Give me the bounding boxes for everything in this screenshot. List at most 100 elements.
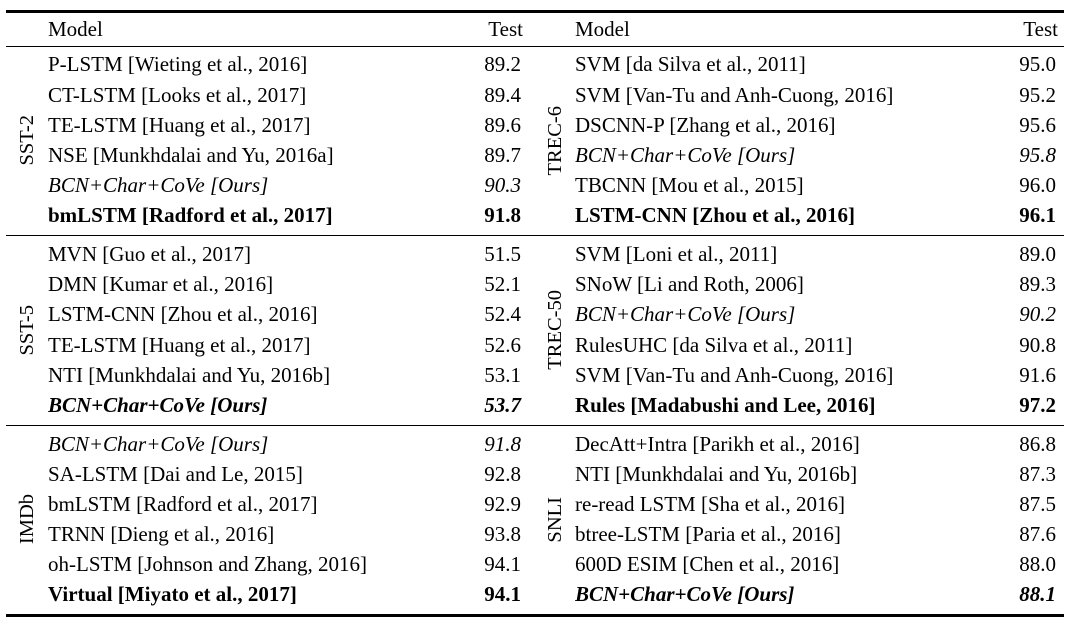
section-rows: BCN+Char+CoVe [Ours] 91.8 SA-LSTM [Dai and… — [48, 429, 535, 610]
table-rule-header — [6, 45, 1064, 47]
group-label-col: TREC-6 — [535, 50, 575, 231]
model-cell: NTI [Munkhdalai and Yu, 2016b] — [575, 461, 858, 486]
test-cell: 53.7 — [484, 392, 521, 417]
table-header-row: Model Test Model Test — [6, 13, 1064, 46]
test-cell: 87.6 — [1019, 522, 1056, 547]
table-row: TRNN [Dieng et al., 2016] 93.8 — [48, 519, 535, 549]
model-cell: BCN+Char+CoVe [Ours] — [48, 431, 269, 456]
test-cell: 51.5 — [484, 242, 521, 266]
model-cell: DMN [Kumar et al., 2016] — [48, 272, 274, 297]
table-row: re-read LSTM [Sha et al., 2016] 87.5 — [575, 489, 1064, 519]
test-cell: 92.8 — [484, 461, 521, 486]
section-rows: P-LSTM [Wieting et al., 2016] 89.2 CT-LSTM… — [48, 50, 535, 231]
table-row: SVM [Van-Tu and Anh-Cuong, 2016] 95.2 — [575, 80, 1064, 110]
section-rows: MVN [Guo et al., 2017] 51.5 DMN [Kumar et … — [48, 239, 535, 420]
section-rows: SVM [Loni et al., 2011] 89.0 SNoW [Li and … — [575, 239, 1064, 420]
test-cell: 91.8 — [484, 431, 521, 456]
table-rule-mid2 — [6, 424, 1064, 426]
test-cell: 90.2 — [1019, 302, 1056, 327]
model-cell: MVN [Guo et al., 2017] — [48, 242, 251, 266]
model-cell: SVM [da Silva et al., 2011] — [575, 52, 806, 77]
header-test-left: Test — [488, 16, 523, 41]
test-cell: 86.8 — [1019, 431, 1056, 456]
model-cell: btree-LSTM [Paria et al., 2016] — [575, 522, 841, 547]
model-cell: oh-LSTM [Johnson and Zhang, 2016] — [48, 552, 368, 577]
test-cell: 92.9 — [484, 491, 521, 516]
test-cell: 95.8 — [1019, 143, 1056, 168]
table-row: LSTM-CNN [Zhou et al., 2016] 96.1 — [575, 201, 1064, 231]
band-imdb-snli: IMDb BCN+Char+CoVe [Ours] 91.8 SA-LSTM [Da… — [6, 426, 1064, 614]
model-cell: Virtual [Miyato et al., 2017] — [48, 582, 297, 607]
group-label-snli: SNLI — [543, 496, 566, 543]
table-row: SA-LSTM [Dai and Le, 2015] 92.8 — [48, 459, 535, 489]
model-cell: SVM [Van-Tu and Anh-Cuong, 2016] — [575, 82, 894, 107]
model-cell: re-read LSTM [Sha et al., 2016] — [575, 491, 845, 516]
table-row: SNoW [Li and Roth, 2006] 89.3 — [575, 270, 1064, 300]
model-cell: BCN+Char+CoVe [Ours] — [48, 173, 269, 198]
test-cell: 89.3 — [1019, 272, 1056, 297]
model-cell: LSTM-CNN [Zhou et al., 2016] — [48, 302, 318, 327]
test-cell: 90.3 — [484, 173, 521, 198]
model-cell: NSE [Munkhdalai and Yu, 2016a] — [48, 143, 334, 168]
header-model-left: Model — [48, 16, 103, 41]
table-row: NSE [Munkhdalai and Yu, 2016a] 89.7 — [48, 140, 535, 170]
header-model-right: Model — [575, 16, 630, 41]
test-cell: 94.1 — [484, 552, 521, 577]
test-cell: 91.8 — [484, 203, 521, 228]
model-cell: RulesUHC [da Silva et al., 2011] — [575, 332, 853, 357]
test-cell: 89.0 — [1019, 242, 1056, 266]
test-cell: 93.8 — [484, 522, 521, 547]
header-left-half: Model Test — [6, 17, 535, 42]
group-label-col: IMDb — [6, 429, 48, 610]
test-cell: 89.7 — [484, 143, 521, 168]
table-row: BCN+Char+CoVe [Ours] 95.8 — [575, 140, 1064, 170]
table-row: Virtual [Miyato et al., 2017] 94.1 — [48, 580, 535, 610]
table-row: bmLSTM [Radford et al., 2017] 91.8 — [48, 201, 535, 231]
section-sst5: SST-5 MVN [Guo et al., 2017] 51.5 DMN [Kum… — [6, 239, 535, 420]
results-table: Model Test Model Test SST-2 P-LSTM [Wiet… — [6, 10, 1064, 617]
table-rule-top — [6, 10, 1064, 13]
test-cell: 89.4 — [484, 82, 521, 107]
table-row: TE-LSTM [Huang et al., 2017] 52.6 — [48, 330, 535, 360]
section-rows: DecAtt+Intra [Parikh et al., 2016] 86.8 NT… — [575, 429, 1064, 610]
test-cell: 87.5 — [1019, 491, 1056, 516]
test-cell: 88.1 — [1019, 582, 1056, 607]
test-cell: 87.3 — [1019, 461, 1056, 486]
table-row: BCN+Char+CoVe [Ours] 90.3 — [48, 171, 535, 201]
model-cell: BCN+Char+CoVe [Ours] — [575, 582, 795, 607]
section-sst2: SST-2 P-LSTM [Wieting et al., 2016] 89.2 C… — [6, 50, 535, 231]
section-trec50: TREC-50 SVM [Loni et al., 2011] 89.0 SNoW … — [535, 239, 1064, 420]
test-cell: 89.2 — [484, 52, 521, 77]
model-cell: CT-LSTM [Looks et al., 2017] — [48, 82, 307, 107]
table-row: BCN+Char+CoVe [Ours] 91.8 — [48, 429, 535, 459]
table-row: BCN+Char+CoVe [Ours] 88.1 — [575, 580, 1064, 610]
test-cell: 94.1 — [484, 582, 521, 607]
model-cell: SNoW [Li and Roth, 2006] — [575, 272, 804, 297]
model-cell: 600D ESIM [Chen et al., 2016] — [575, 552, 840, 577]
model-cell: Rules [Madabushi and Lee, 2016] — [575, 392, 876, 417]
table-row: DSCNN-P [Zhang et al., 2016] 95.6 — [575, 110, 1064, 140]
section-trec6: TREC-6 SVM [da Silva et al., 2011] 95.0 SV… — [535, 50, 1064, 231]
table-rule-mid1 — [6, 235, 1064, 237]
section-snli: SNLI DecAtt+Intra [Parikh et al., 2016] 8… — [535, 429, 1064, 610]
model-cell: bmLSTM [Radford et al., 2017] — [48, 203, 333, 228]
group-label-col: SST-2 — [6, 50, 48, 231]
group-label-sst5: SST-5 — [15, 304, 38, 356]
model-cell: bmLSTM [Radford et al., 2017] — [48, 491, 318, 516]
model-cell: TBCNN [Mou et al., 2015] — [575, 173, 804, 198]
band-sst5-trec50: SST-5 MVN [Guo et al., 2017] 51.5 DMN [Kum… — [6, 236, 1064, 424]
table-row: bmLSTM [Radford et al., 2017] 92.9 — [48, 489, 535, 519]
table-row: CT-LSTM [Looks et al., 2017] 89.4 — [48, 80, 535, 110]
group-label-trec50: TREC-50 — [543, 290, 566, 370]
model-cell: BCN+Char+CoVe [Ours] — [48, 392, 268, 417]
model-cell: TE-LSTM [Huang et al., 2017] — [48, 112, 311, 137]
test-cell: 88.0 — [1019, 552, 1056, 577]
table-row: Rules [Madabushi and Lee, 2016] 97.2 — [575, 390, 1064, 420]
header-test-right: Test — [1023, 16, 1058, 41]
group-label-col: TREC-50 — [535, 239, 575, 420]
table-row: btree-LSTM [Paria et al., 2016] 87.6 — [575, 519, 1064, 549]
table-row: TE-LSTM [Huang et al., 2017] 89.6 — [48, 110, 535, 140]
group-label-col: SNLI — [535, 429, 575, 610]
group-label-trec6: TREC-6 — [543, 105, 566, 176]
table-row: LSTM-CNN [Zhou et al., 2016] 52.4 — [48, 300, 535, 330]
